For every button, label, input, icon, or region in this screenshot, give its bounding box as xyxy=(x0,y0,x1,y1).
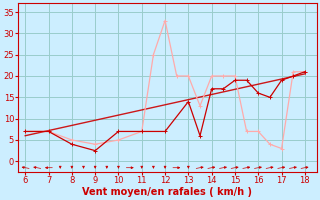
X-axis label: Vent moyen/en rafales ( km/h ): Vent moyen/en rafales ( km/h ) xyxy=(82,187,252,197)
